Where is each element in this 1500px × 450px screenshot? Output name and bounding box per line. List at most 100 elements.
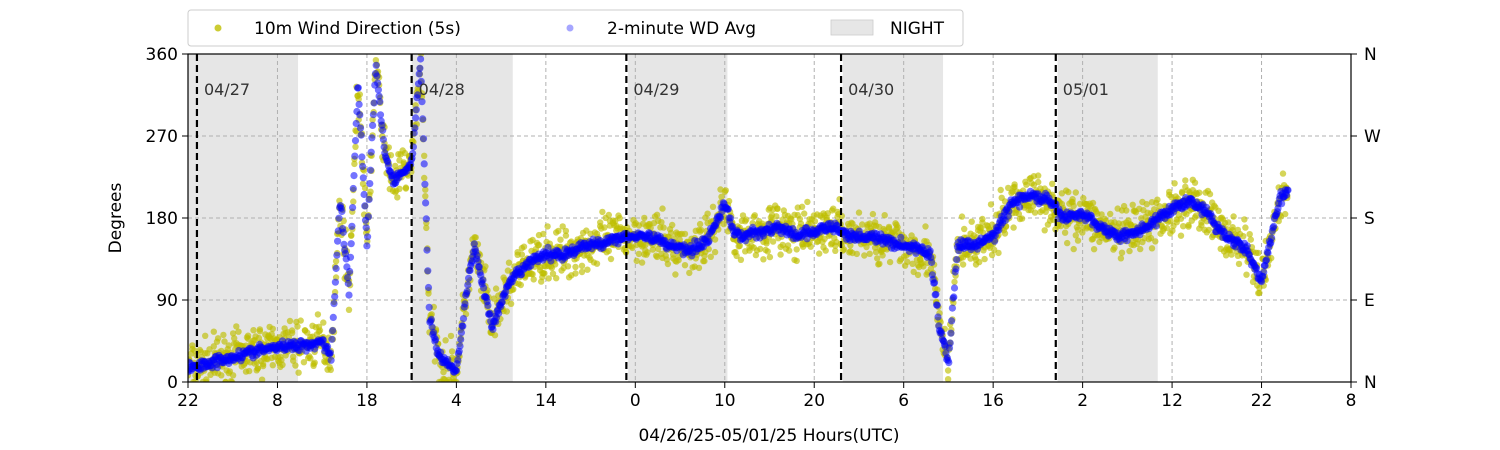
- wind-direction-point: [1126, 247, 1133, 255]
- wind-direction-point: [855, 209, 863, 216]
- wind-direction-point: [760, 256, 767, 263]
- wind-direction-point: [259, 362, 267, 370]
- wd-avg-point: [357, 131, 365, 139]
- scatter-points: [188, 54, 1292, 382]
- wind-direction-point: [696, 220, 704, 228]
- wd-avg-point: [1005, 207, 1013, 215]
- wd-avg-point: [475, 263, 483, 271]
- wd-avg-point: [369, 121, 377, 129]
- compass-tick-label: E: [1364, 291, 1375, 311]
- wd-avg-point: [412, 106, 420, 114]
- wd-avg-point: [1262, 256, 1271, 264]
- wind-direction-point: [557, 236, 564, 243]
- x-tick-label: 0: [630, 391, 641, 411]
- wind-direction-point: [1282, 210, 1289, 218]
- wind-direction-point: [944, 367, 952, 374]
- wind-direction-point: [961, 225, 968, 233]
- wd-avg-point: [457, 329, 465, 337]
- wind-direction-point: [367, 188, 374, 195]
- wind-direction-point: [644, 249, 651, 256]
- wind-direction-point: [707, 253, 714, 260]
- wd-avg-point: [334, 237, 342, 245]
- wind-direction-point: [448, 348, 456, 355]
- wind-direction-point: [658, 219, 665, 226]
- wd-avg-point: [349, 204, 357, 212]
- wind-direction-point: [564, 263, 572, 270]
- wd-avg-point: [498, 298, 506, 306]
- wd-avg-point: [359, 174, 367, 182]
- wind-direction-point: [1074, 237, 1082, 244]
- wind-direction-point: [256, 328, 264, 335]
- legend-label-wind-direction: 10m Wind Direction (5s): [254, 19, 461, 39]
- wind-direction-point: [562, 232, 570, 239]
- wind-direction-point: [788, 216, 795, 223]
- wind-direction-point: [959, 261, 967, 268]
- wind-direction-point: [874, 255, 881, 262]
- wd-avg-point: [361, 202, 369, 210]
- wind-direction-point: [737, 256, 745, 263]
- wind-direction-point: [866, 250, 873, 257]
- wind-direction-point: [859, 221, 866, 228]
- wd-avg-point: [379, 135, 387, 144]
- wind-direction-point: [482, 263, 489, 270]
- x-tick-label: 8: [1346, 391, 1357, 411]
- wind-direction-point: [229, 330, 237, 337]
- wd-avg-point: [346, 253, 355, 261]
- axes: 22 8 18 4 14 0 10 20 6 16 2 12 22 8 0 90 180 270 360 N E S W N: [146, 45, 1381, 411]
- wind-direction-point: [295, 369, 302, 376]
- wind-direction-point: [1196, 189, 1203, 196]
- wind-direction-point: [235, 328, 242, 335]
- wd-avg-point: [344, 279, 352, 288]
- wd-avg-point: [934, 313, 942, 321]
- wd-avg-point: [339, 228, 347, 236]
- wind-direction-point: [672, 271, 679, 278]
- day-marker-label: 04/30: [848, 80, 894, 99]
- wd-avg-point: [421, 180, 429, 188]
- wd-avg-point: [341, 250, 350, 258]
- wd-avg-point: [418, 98, 426, 106]
- wd-avg-point: [930, 279, 939, 287]
- wind-direction-point: [529, 271, 536, 278]
- wd-avg-point: [356, 111, 364, 119]
- wind-direction-point: [258, 376, 266, 382]
- wd-avg-point: [417, 77, 425, 85]
- wd-avg-point: [375, 92, 383, 100]
- wind-direction-point: [222, 378, 229, 382]
- wind-direction-point: [944, 376, 952, 382]
- wind-direction-point: [777, 251, 784, 258]
- wind-direction-point: [1080, 194, 1087, 202]
- wind-direction-point: [297, 317, 304, 324]
- wind-direction-point: [920, 263, 927, 270]
- wind-direction-point: [428, 311, 435, 318]
- wind-direction-point: [214, 335, 222, 342]
- wind-direction-point: [1117, 255, 1125, 262]
- wind-direction-point: [649, 246, 656, 253]
- wd-avg-point: [948, 304, 957, 312]
- wind-direction-point: [233, 323, 240, 330]
- wind-direction-point: [1111, 244, 1118, 251]
- wind-direction-point: [307, 355, 314, 362]
- wd-avg-point: [465, 274, 473, 282]
- x-tick-label: 10: [714, 391, 736, 411]
- wd-avg-point: [470, 240, 478, 248]
- wd-avg-point: [1270, 222, 1278, 230]
- wd-avg-point: [372, 61, 380, 69]
- wind-direction-point: [332, 258, 340, 265]
- wind-direction-point: [220, 331, 227, 339]
- wind-direction-point: [686, 269, 693, 277]
- wind-direction-point: [1090, 246, 1098, 253]
- legend-marker-wind-direction: [214, 24, 222, 32]
- wd-avg-point: [356, 124, 365, 132]
- wind-direction-point: [1123, 207, 1130, 214]
- wind-direction-point: [709, 203, 717, 210]
- wind-direction-point: [840, 246, 848, 253]
- y-tick-label: 270: [146, 127, 178, 147]
- wind-direction-point: [958, 213, 966, 220]
- wind-direction-point: [300, 359, 308, 366]
- wind-direction-point: [316, 327, 324, 334]
- wind-direction-point: [981, 255, 988, 263]
- wind-direction-point: [394, 194, 401, 201]
- wind-direction-point: [793, 246, 800, 253]
- wd-avg-point: [330, 300, 338, 308]
- wd-avg-point: [368, 134, 376, 142]
